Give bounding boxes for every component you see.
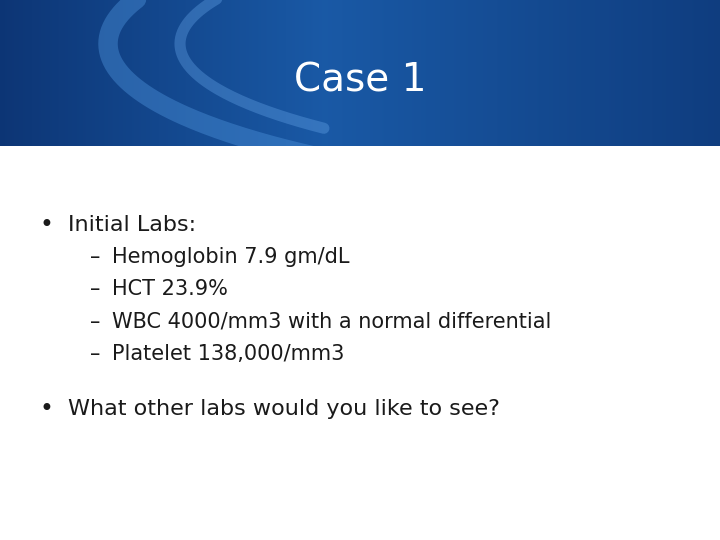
Text: Platelet 138,000/mm3: Platelet 138,000/mm3 [112, 344, 344, 364]
Text: –: – [90, 247, 100, 267]
Text: What other labs would you like to see?: What other labs would you like to see? [68, 399, 500, 419]
Text: –: – [90, 312, 100, 332]
Text: Initial Labs:: Initial Labs: [68, 214, 197, 235]
Text: Case 1: Case 1 [294, 61, 426, 99]
Text: •: • [40, 397, 53, 421]
Text: •: • [40, 213, 53, 237]
Text: WBC 4000/mm3 with a normal differential: WBC 4000/mm3 with a normal differential [112, 312, 551, 332]
Text: HCT 23.9%: HCT 23.9% [112, 279, 228, 299]
Text: –: – [90, 279, 100, 299]
Text: –: – [90, 344, 100, 364]
Text: Hemoglobin 7.9 gm/dL: Hemoglobin 7.9 gm/dL [112, 247, 349, 267]
